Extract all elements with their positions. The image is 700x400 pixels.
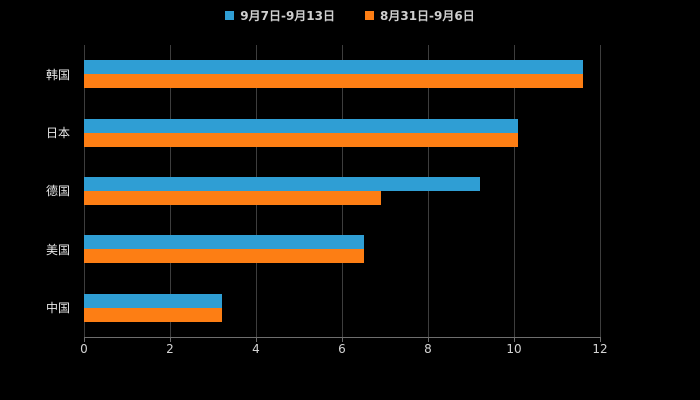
axis-tick: [428, 337, 429, 342]
y-category-label: 日本: [45, 126, 70, 141]
legend-label-week-current: 9月7日-9月13日: [240, 9, 335, 23]
bar-group-1: [84, 103, 600, 161]
bar-series0-cat0: [84, 60, 583, 75]
x-tick-label: 10: [506, 342, 522, 356]
bar-series1-cat2: [84, 190, 381, 205]
axis-tick: [256, 337, 257, 342]
axis-tick: [514, 337, 515, 342]
axis-tick: [84, 337, 85, 342]
bar-group-0: [84, 45, 600, 103]
bar-group-4: [84, 279, 600, 337]
bar-series1-cat4: [84, 307, 222, 322]
axis-tick: [170, 337, 171, 342]
legend-label-week-previous: 8月31日-9月6日: [380, 9, 475, 23]
bar-group-2: [84, 162, 600, 220]
x-tick-label: 2: [166, 342, 174, 356]
y-category-label: 美国: [45, 242, 70, 257]
x-tick-label: 6: [338, 342, 346, 356]
y-category-label: 中国: [45, 301, 70, 316]
bar-series0-cat2: [84, 176, 480, 191]
legend: 9月7日-9月13日 8月31日-9月6日: [0, 7, 700, 24]
gridline: [428, 45, 429, 337]
x-tick-label: 0: [80, 342, 88, 356]
legend-item-week-previous[interactable]: 8月31日-9月6日: [365, 7, 475, 24]
bar-series0-cat3: [84, 235, 364, 250]
plot-area: [84, 45, 601, 342]
bar-group-3: [84, 220, 600, 278]
x-tick-label: 12: [592, 342, 608, 356]
x-tick-label: 4: [252, 342, 260, 356]
axis-tick: [600, 337, 601, 342]
x-tick-label: 8: [424, 342, 432, 356]
y-category-label: 德国: [45, 184, 70, 199]
bar-series0-cat4: [84, 293, 222, 308]
legend-swatch-orange-icon: [365, 11, 374, 20]
legend-item-week-current[interactable]: 9月7日-9月13日: [225, 7, 335, 24]
bar-series1-cat0: [84, 74, 583, 89]
bar-series0-cat1: [84, 118, 519, 133]
gridline: [600, 45, 601, 337]
gridline: [514, 45, 515, 337]
y-category-label: 韩国: [45, 67, 70, 82]
y-axis-labels: 韩国日本德国美国中国: [0, 45, 78, 337]
bar-series1-cat3: [84, 249, 364, 264]
x-axis-labels: 0 2 4 6 8 10 12: [80, 342, 607, 360]
legend-swatch-blue-icon: [225, 11, 235, 20]
axis-tick: [342, 337, 343, 342]
bar-series1-cat1: [84, 132, 519, 147]
